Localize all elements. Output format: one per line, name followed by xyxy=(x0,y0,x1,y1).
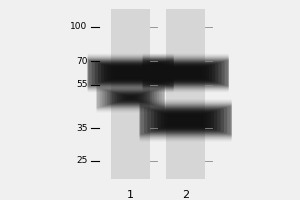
Text: 70: 70 xyxy=(76,57,88,66)
FancyBboxPatch shape xyxy=(115,93,147,103)
Text: 2: 2 xyxy=(182,190,189,200)
FancyBboxPatch shape xyxy=(167,114,204,126)
FancyBboxPatch shape xyxy=(159,65,212,81)
FancyBboxPatch shape xyxy=(154,110,217,130)
FancyBboxPatch shape xyxy=(97,87,165,109)
FancyBboxPatch shape xyxy=(88,60,173,86)
FancyBboxPatch shape xyxy=(112,92,149,104)
FancyBboxPatch shape xyxy=(92,61,170,85)
Text: 55: 55 xyxy=(76,80,88,89)
FancyBboxPatch shape xyxy=(169,67,203,79)
FancyBboxPatch shape xyxy=(114,67,148,79)
FancyBboxPatch shape xyxy=(156,64,215,82)
FancyBboxPatch shape xyxy=(147,61,225,85)
FancyBboxPatch shape xyxy=(142,59,229,87)
FancyBboxPatch shape xyxy=(120,69,142,77)
Text: 35: 35 xyxy=(76,124,88,133)
FancyBboxPatch shape xyxy=(144,107,227,134)
FancyBboxPatch shape xyxy=(117,93,144,102)
FancyBboxPatch shape xyxy=(117,68,145,78)
FancyBboxPatch shape xyxy=(88,56,174,90)
FancyBboxPatch shape xyxy=(178,70,194,76)
FancyBboxPatch shape xyxy=(88,56,174,91)
FancyBboxPatch shape xyxy=(166,9,205,179)
FancyBboxPatch shape xyxy=(88,59,174,87)
FancyBboxPatch shape xyxy=(95,62,166,84)
FancyBboxPatch shape xyxy=(124,95,137,100)
FancyBboxPatch shape xyxy=(111,9,150,179)
FancyBboxPatch shape xyxy=(166,67,206,79)
FancyBboxPatch shape xyxy=(140,103,232,138)
FancyBboxPatch shape xyxy=(88,57,174,89)
FancyBboxPatch shape xyxy=(142,56,229,91)
FancyBboxPatch shape xyxy=(104,65,157,81)
FancyBboxPatch shape xyxy=(151,109,220,132)
FancyBboxPatch shape xyxy=(101,64,160,82)
FancyBboxPatch shape xyxy=(172,68,200,78)
FancyBboxPatch shape xyxy=(97,86,165,109)
FancyBboxPatch shape xyxy=(140,105,232,136)
FancyBboxPatch shape xyxy=(142,57,229,89)
FancyBboxPatch shape xyxy=(174,116,197,124)
FancyBboxPatch shape xyxy=(119,94,142,102)
FancyBboxPatch shape xyxy=(150,62,221,84)
FancyBboxPatch shape xyxy=(164,113,207,127)
Text: 1: 1 xyxy=(127,190,134,200)
FancyBboxPatch shape xyxy=(147,108,224,133)
FancyBboxPatch shape xyxy=(127,96,135,99)
Text: 25: 25 xyxy=(76,156,88,165)
FancyBboxPatch shape xyxy=(144,60,228,86)
FancyBboxPatch shape xyxy=(181,71,190,75)
FancyBboxPatch shape xyxy=(97,88,164,108)
FancyBboxPatch shape xyxy=(107,90,154,105)
FancyBboxPatch shape xyxy=(142,56,229,90)
FancyBboxPatch shape xyxy=(178,117,194,123)
FancyBboxPatch shape xyxy=(110,67,151,79)
FancyBboxPatch shape xyxy=(181,118,190,122)
FancyBboxPatch shape xyxy=(142,58,229,88)
FancyBboxPatch shape xyxy=(140,102,232,139)
FancyBboxPatch shape xyxy=(105,90,157,106)
FancyBboxPatch shape xyxy=(153,63,218,83)
FancyBboxPatch shape xyxy=(140,101,232,140)
FancyBboxPatch shape xyxy=(107,66,154,80)
FancyBboxPatch shape xyxy=(98,63,164,83)
FancyBboxPatch shape xyxy=(140,104,232,137)
FancyBboxPatch shape xyxy=(171,115,200,125)
FancyBboxPatch shape xyxy=(161,112,211,128)
FancyBboxPatch shape xyxy=(110,91,152,104)
FancyBboxPatch shape xyxy=(100,88,162,107)
FancyBboxPatch shape xyxy=(123,70,138,76)
FancyBboxPatch shape xyxy=(158,111,214,129)
FancyBboxPatch shape xyxy=(102,89,159,107)
FancyBboxPatch shape xyxy=(175,69,196,77)
FancyBboxPatch shape xyxy=(122,95,140,101)
FancyBboxPatch shape xyxy=(88,58,174,88)
Text: 100: 100 xyxy=(70,22,88,31)
FancyBboxPatch shape xyxy=(162,66,209,80)
FancyBboxPatch shape xyxy=(126,71,135,75)
FancyBboxPatch shape xyxy=(141,106,231,135)
